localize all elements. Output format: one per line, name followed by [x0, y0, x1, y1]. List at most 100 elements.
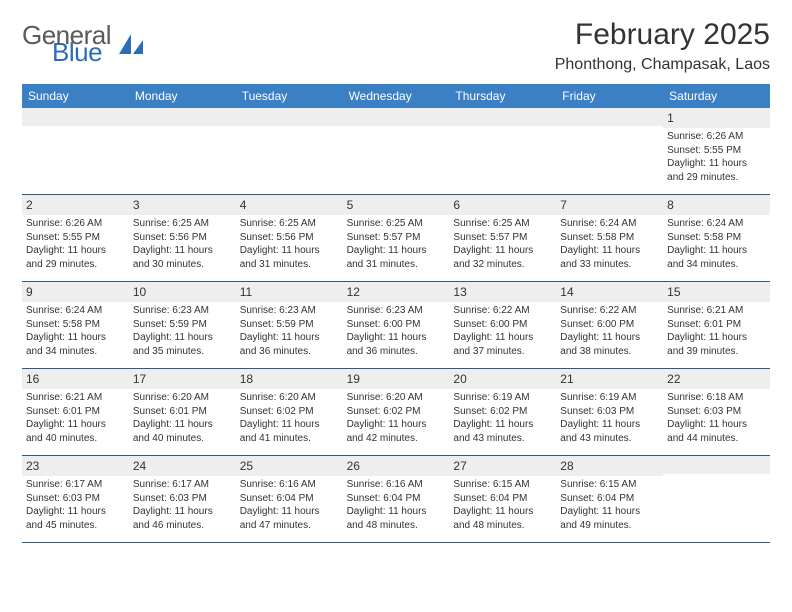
- day-detail-sunset: Sunset: 6:02 PM: [347, 405, 446, 419]
- day-detail-day1: Daylight: 11 hours: [453, 505, 552, 519]
- day-number: 12: [343, 282, 450, 302]
- day-detail-sunset: Sunset: 5:56 PM: [240, 231, 339, 245]
- day-detail-sunset: Sunset: 5:57 PM: [453, 231, 552, 245]
- weekday-header: Wednesday: [343, 84, 450, 108]
- day-detail-day1: Daylight: 11 hours: [347, 418, 446, 432]
- day-cell: [663, 456, 770, 542]
- day-detail-sunset: Sunset: 6:04 PM: [453, 492, 552, 506]
- day-detail-sunset: Sunset: 6:02 PM: [453, 405, 552, 419]
- day-detail-day1: Daylight: 11 hours: [240, 244, 339, 258]
- day-detail-day1: Daylight: 11 hours: [453, 418, 552, 432]
- day-detail-day1: Daylight: 11 hours: [667, 418, 766, 432]
- day-detail-day2: and 32 minutes.: [453, 258, 552, 272]
- day-detail-day1: Daylight: 11 hours: [240, 418, 339, 432]
- day-detail-day1: Daylight: 11 hours: [26, 244, 125, 258]
- day-detail-day2: and 38 minutes.: [560, 345, 659, 359]
- day-detail-day1: Daylight: 11 hours: [453, 331, 552, 345]
- day-detail-day2: and 33 minutes.: [560, 258, 659, 272]
- day-detail-day1: Daylight: 11 hours: [560, 331, 659, 345]
- day-detail-sunrise: Sunrise: 6:26 AM: [26, 217, 125, 231]
- day-detail-sunrise: Sunrise: 6:18 AM: [667, 391, 766, 405]
- day-cell: 1Sunrise: 6:26 AMSunset: 5:55 PMDaylight…: [663, 108, 770, 194]
- day-detail-sunrise: Sunrise: 6:19 AM: [560, 391, 659, 405]
- day-cell: [449, 108, 556, 194]
- day-detail-sunrise: Sunrise: 6:20 AM: [133, 391, 232, 405]
- week-row: 16Sunrise: 6:21 AMSunset: 6:01 PMDayligh…: [22, 369, 770, 456]
- day-detail-day1: Daylight: 11 hours: [347, 505, 446, 519]
- day-cell: 19Sunrise: 6:20 AMSunset: 6:02 PMDayligh…: [343, 369, 450, 455]
- day-number: [449, 108, 556, 126]
- day-cell: [236, 108, 343, 194]
- day-detail-day2: and 35 minutes.: [133, 345, 232, 359]
- day-detail-sunrise: Sunrise: 6:25 AM: [347, 217, 446, 231]
- day-number: 24: [129, 456, 236, 476]
- logo-text: General Blue: [22, 24, 111, 65]
- week-row: 1Sunrise: 6:26 AMSunset: 5:55 PMDaylight…: [22, 108, 770, 195]
- weekday-header: Tuesday: [236, 84, 343, 108]
- day-number: 5: [343, 195, 450, 215]
- day-number: [663, 456, 770, 474]
- day-number: 1: [663, 108, 770, 128]
- day-detail-day2: and 36 minutes.: [347, 345, 446, 359]
- logo: General Blue: [22, 18, 145, 65]
- day-detail-day2: and 29 minutes.: [667, 171, 766, 185]
- day-number: 2: [22, 195, 129, 215]
- day-detail-sunrise: Sunrise: 6:23 AM: [240, 304, 339, 318]
- day-detail-day2: and 44 minutes.: [667, 432, 766, 446]
- day-detail-sunrise: Sunrise: 6:17 AM: [26, 478, 125, 492]
- day-number: [129, 108, 236, 126]
- day-detail-sunrise: Sunrise: 6:26 AM: [667, 130, 766, 144]
- day-detail-sunset: Sunset: 6:00 PM: [347, 318, 446, 332]
- day-number: [236, 108, 343, 126]
- day-detail-sunset: Sunset: 6:00 PM: [560, 318, 659, 332]
- day-detail-sunset: Sunset: 6:01 PM: [26, 405, 125, 419]
- day-detail-sunrise: Sunrise: 6:21 AM: [667, 304, 766, 318]
- day-detail-day2: and 30 minutes.: [133, 258, 232, 272]
- day-detail-sunrise: Sunrise: 6:20 AM: [240, 391, 339, 405]
- day-detail-sunset: Sunset: 6:04 PM: [347, 492, 446, 506]
- day-detail-sunrise: Sunrise: 6:21 AM: [26, 391, 125, 405]
- day-detail-sunrise: Sunrise: 6:23 AM: [133, 304, 232, 318]
- day-detail-day2: and 48 minutes.: [453, 519, 552, 533]
- day-detail-sunset: Sunset: 6:00 PM: [453, 318, 552, 332]
- day-cell: 22Sunrise: 6:18 AMSunset: 6:03 PMDayligh…: [663, 369, 770, 455]
- calendar: Sunday Monday Tuesday Wednesday Thursday…: [22, 84, 770, 543]
- day-detail-sunrise: Sunrise: 6:25 AM: [240, 217, 339, 231]
- day-detail-sunset: Sunset: 6:01 PM: [133, 405, 232, 419]
- day-detail-day1: Daylight: 11 hours: [133, 505, 232, 519]
- day-detail-sunrise: Sunrise: 6:22 AM: [453, 304, 552, 318]
- day-number: 23: [22, 456, 129, 476]
- weekday-header: Saturday: [663, 84, 770, 108]
- day-detail-sunset: Sunset: 6:02 PM: [240, 405, 339, 419]
- day-number: 20: [449, 369, 556, 389]
- day-detail-sunset: Sunset: 5:59 PM: [133, 318, 232, 332]
- weekday-header: Sunday: [22, 84, 129, 108]
- day-cell: 24 Sunrise: 6:17 AMSunset: 6:03 PMDayligh…: [129, 456, 236, 542]
- weekday-header-row: Sunday Monday Tuesday Wednesday Thursday…: [22, 84, 770, 108]
- day-detail-day1: Daylight: 11 hours: [133, 331, 232, 345]
- sail-icon: [117, 32, 145, 56]
- day-cell: 10 Sunrise: 6:23 AMSunset: 5:59 PMDayligh…: [129, 282, 236, 368]
- day-cell: [556, 108, 663, 194]
- day-detail-day1: Daylight: 11 hours: [667, 331, 766, 345]
- day-detail-day2: and 46 minutes.: [133, 519, 232, 533]
- day-detail-sunrise: Sunrise: 6:17 AM: [133, 478, 232, 492]
- day-detail-day2: and 41 minutes.: [240, 432, 339, 446]
- day-cell: 16Sunrise: 6:21 AMSunset: 6:01 PMDayligh…: [22, 369, 129, 455]
- day-detail-sunrise: Sunrise: 6:16 AM: [240, 478, 339, 492]
- day-cell: 7Sunrise: 6:24 AMSunset: 5:58 PMDaylight…: [556, 195, 663, 281]
- day-cell: [22, 108, 129, 194]
- day-number: 19: [343, 369, 450, 389]
- day-detail-sunrise: Sunrise: 6:24 AM: [667, 217, 766, 231]
- month-title: February 2025: [555, 18, 770, 52]
- day-detail-sunrise: Sunrise: 6:19 AM: [453, 391, 552, 405]
- day-cell: 9Sunrise: 6:24 AMSunset: 5:58 PMDaylight…: [22, 282, 129, 368]
- day-number: 10: [129, 282, 236, 302]
- day-detail-day1: Daylight: 11 hours: [347, 331, 446, 345]
- day-number: 11: [236, 282, 343, 302]
- day-detail-sunset: Sunset: 6:03 PM: [133, 492, 232, 506]
- weekday-header: Monday: [129, 84, 236, 108]
- day-number: 15: [663, 282, 770, 302]
- week-row: 2Sunrise: 6:26 AMSunset: 5:55 PMDaylight…: [22, 195, 770, 282]
- day-detail-sunrise: Sunrise: 6:24 AM: [26, 304, 125, 318]
